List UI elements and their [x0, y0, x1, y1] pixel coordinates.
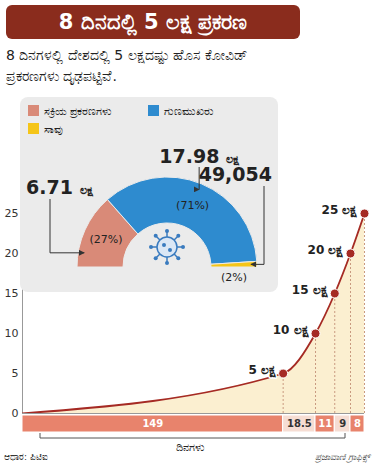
svg-text:5: 5 [12, 367, 19, 380]
svg-text:ದಿನಗಳು: ದಿನಗಳು [176, 441, 205, 454]
svg-text:15: 15 [5, 287, 19, 300]
svg-text:6.71 ಲಕ್ಷ: 6.71 ಲಕ್ಷ [26, 176, 94, 198]
svg-text:20 ಲಕ್ಷ: 20 ಲಕ್ಷ [308, 243, 344, 258]
svg-text:ಸಾವು: ಸಾವು [44, 123, 63, 136]
svg-text:149: 149 [142, 418, 163, 429]
svg-text:11: 11 [318, 418, 332, 429]
svg-text:(71%): (71%) [176, 199, 209, 212]
svg-text:25 ಲಕ್ಷ: 25 ಲಕ್ಷ [322, 203, 358, 218]
svg-text:5 ಲಕ್ಷ: 5 ಲಕ್ಷ [249, 363, 277, 378]
svg-text:49,054: 49,054 [199, 163, 272, 185]
svg-text:10 ಲಕ್ಷ: 10 ಲಕ್ಷ [273, 323, 309, 338]
svg-text:9: 9 [339, 418, 346, 429]
svg-text:18.5: 18.5 [287, 418, 312, 429]
svg-text:8: 8 [354, 418, 361, 429]
html-text:17.98ಲಕ್ಷ: 17.98ಲಕ್ಷ [159, 145, 239, 167]
svg-text:25: 25 [5, 207, 19, 220]
html-text:8 ದಿನಗಳಲ್ಲಿ ದೇಶದಲ್ಲಿ 5 ಲಕ್ಷದಷ್: 8 ದಿನಗಳಲ್ಲಿ ದೇಶದಲ್ಲಿ 5 ಲಕ್ಷದಷ್ಟು ಹೊಸ ಕೋವ… [6, 47, 248, 84]
svg-text:ಸಕ್ರಿಯ ಪ್ರಕರಣಗಳು: ಸಕ್ರಿಯ ಪ್ರಕರಣಗಳು [44, 105, 113, 118]
svg-text:10: 10 [5, 327, 19, 340]
svg-text:20: 20 [5, 247, 19, 260]
svg-text:ಪ್ರಜಾವಾಣಿ ಗ್ರಾಫಿಕ್ಸ್: ಪ್ರಜಾವಾಣಿ ಗ್ರಾಫಿಕ್ಸ್ [314, 452, 372, 463]
html-text:8 ದಿನದಲ್ಲಿ 5 ಲಕ್ಷ ಪ್ರಕರಣ: 8 ದಿನದಲ್ಲಿ 5 ಲಕ್ಷ ಪ್ರಕರಣ [58, 10, 248, 34]
svg-text:ಆಧಾರ: ಪಿಟಿಐ: ಆಧಾರ: ಪಿಟಿಐ [4, 452, 48, 462]
svg-text:0: 0 [12, 407, 19, 420]
svg-text:15 ಲಕ್ಷ: 15 ಲಕ್ಷ [292, 283, 328, 298]
svg-text:ಗುಣಮುಖರು: ಗುಣಮುಖರು [164, 105, 214, 118]
svg-text:(27%): (27%) [89, 233, 122, 246]
svg-text:(2%): (2%) [221, 271, 247, 284]
